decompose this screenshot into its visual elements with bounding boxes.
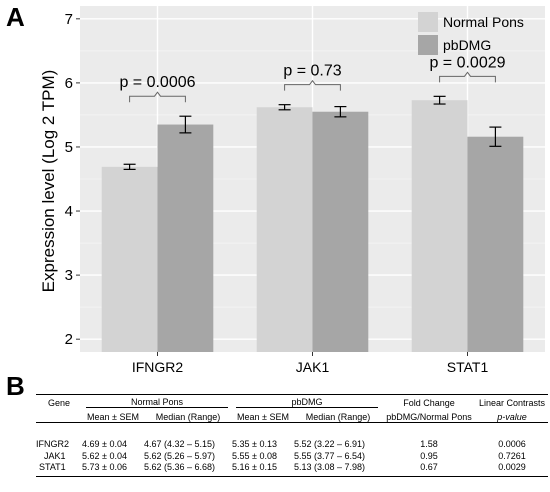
legend-swatch: [418, 12, 438, 32]
significance-bracket: [439, 71, 496, 83]
y-axis-label: Expression level (Log 2 TPM): [39, 70, 58, 293]
header-pbdmg: pbDMG: [232, 395, 382, 408]
table-cell: 0.0029: [498, 462, 526, 472]
bar-normal-pons: [411, 100, 468, 352]
bar-pbdmg: [157, 124, 214, 352]
y-tick-label: 3: [65, 267, 73, 284]
legend-label: Normal Pons: [443, 14, 524, 30]
table-cell: 0.95: [420, 451, 438, 461]
table-cell: 5.52 (3.22 – 6.91): [294, 439, 366, 449]
x-tick-label: STAT1: [447, 359, 489, 375]
p-value-label: p = 0.0029: [429, 54, 505, 71]
subheader-pbdmg-median: Median (Range): [294, 408, 382, 423]
y-tick-label: 6: [65, 75, 73, 92]
subheader-p-value: p-value: [476, 408, 548, 423]
legend-label: pbDMG: [443, 37, 491, 53]
table-cell: STAT1: [39, 462, 66, 472]
header-pbdmg-label: pbDMG: [236, 397, 378, 408]
subheader-fold-change: pbDMG/Normal Pons: [382, 408, 476, 423]
table-subheader-row: Mean ± SEM Median (Range) Mean ± SEM Med…: [36, 408, 548, 423]
table-cell: 5.35 ± 0.13: [232, 439, 277, 449]
table-cell: 5.13 (3.08 – 7.98): [294, 462, 366, 472]
table-cell: 1.58: [420, 439, 438, 449]
header-normal-pons-label: Normal Pons: [86, 397, 228, 408]
p-value-label: p = 0.0006: [119, 74, 195, 91]
table-row: STAT1 5.73 ± 0.06 5.62 (5.36 – 6.68) 5.1…: [36, 462, 548, 477]
subheader-normal-median: Median (Range): [144, 408, 232, 423]
header-normal-pons: Normal Pons: [82, 395, 232, 408]
y-tick-label: 5: [65, 139, 73, 156]
bar-normal-pons: [101, 166, 158, 352]
table-group-header-row: Gene Normal Pons pbDMG Fold Change Linea…: [36, 394, 548, 408]
statistics-table: Gene Normal Pons pbDMG Fold Change Linea…: [36, 394, 548, 487]
legend-swatch: [418, 35, 438, 55]
table-cell: 5.55 ± 0.08: [232, 451, 277, 461]
table-cell: 5.62 (5.36 – 6.68): [144, 462, 216, 472]
significance-bracket: [129, 91, 186, 103]
subheader-pbdmg-mean: Mean ± SEM: [232, 408, 294, 423]
table-cell: 5.62 (5.26 – 5.97): [144, 451, 216, 461]
bar-chart: p = 0.0006 p = 0.73 p = 0.0029 2 3 4 5 6 7 IFNG…: [39, 6, 545, 375]
table-cell: 5.16 ± 0.15: [232, 462, 277, 472]
table-row: JAK1 5.62 ± 0.04 5.62 (5.26 – 5.97) 5.55…: [36, 450, 548, 462]
table-cell: 0.0006: [498, 439, 526, 449]
header-gene: Gene: [47, 398, 71, 408]
table-cell: IFNGR2: [36, 439, 70, 449]
bar-pbdmg: [312, 111, 369, 352]
bar-pbdmg: [467, 136, 524, 352]
x-axis: IFNGR2 JAK1 STAT1: [132, 352, 489, 375]
bar-normal-pons: [256, 107, 313, 353]
significance-brackets: p = 0.0006 p = 0.73 p = 0.0029: [119, 54, 506, 103]
table-cell: 4.67 (4.32 – 5.15): [144, 439, 216, 449]
table-cell: 0.67: [420, 462, 438, 472]
significance-bracket: [284, 79, 341, 91]
y-axis: 2 3 4 5 6 7: [65, 11, 80, 348]
table-row: IFNGR2 4.69 ± 0.04 4.67 (4.32 – 5.15) 5.…: [36, 438, 548, 450]
table-cell: JAK1: [44, 451, 66, 461]
table-cell: 5.62 ± 0.04: [82, 451, 127, 461]
legend: Normal Pons pbDMG: [418, 12, 524, 55]
x-tick-label: JAK1: [296, 359, 330, 375]
table-cell: 0.7261: [498, 451, 526, 461]
x-tick-label: IFNGR2: [132, 359, 184, 375]
y-tick-label: 2: [65, 331, 73, 348]
error-bars: [123, 95, 502, 170]
y-tick-label: 4: [65, 203, 73, 220]
table-cell: 5.55 (3.77 – 6.54): [294, 451, 366, 461]
table-cell: 5.73 ± 0.06: [82, 462, 127, 472]
subheader-gene-blank: [36, 408, 82, 423]
p-value-label: p = 0.73: [283, 63, 341, 80]
y-tick-label: 7: [65, 11, 73, 28]
panel-label-a: A: [6, 2, 25, 32]
header-fold-change: Fold Change: [403, 398, 455, 408]
panel-label-b: B: [6, 371, 25, 401]
header-linear-contrasts: Linear Contrasts: [478, 398, 546, 408]
bars: [101, 100, 524, 353]
subheader-normal-mean: Mean ± SEM: [82, 408, 144, 423]
table-cell: 4.69 ± 0.04: [82, 439, 127, 449]
